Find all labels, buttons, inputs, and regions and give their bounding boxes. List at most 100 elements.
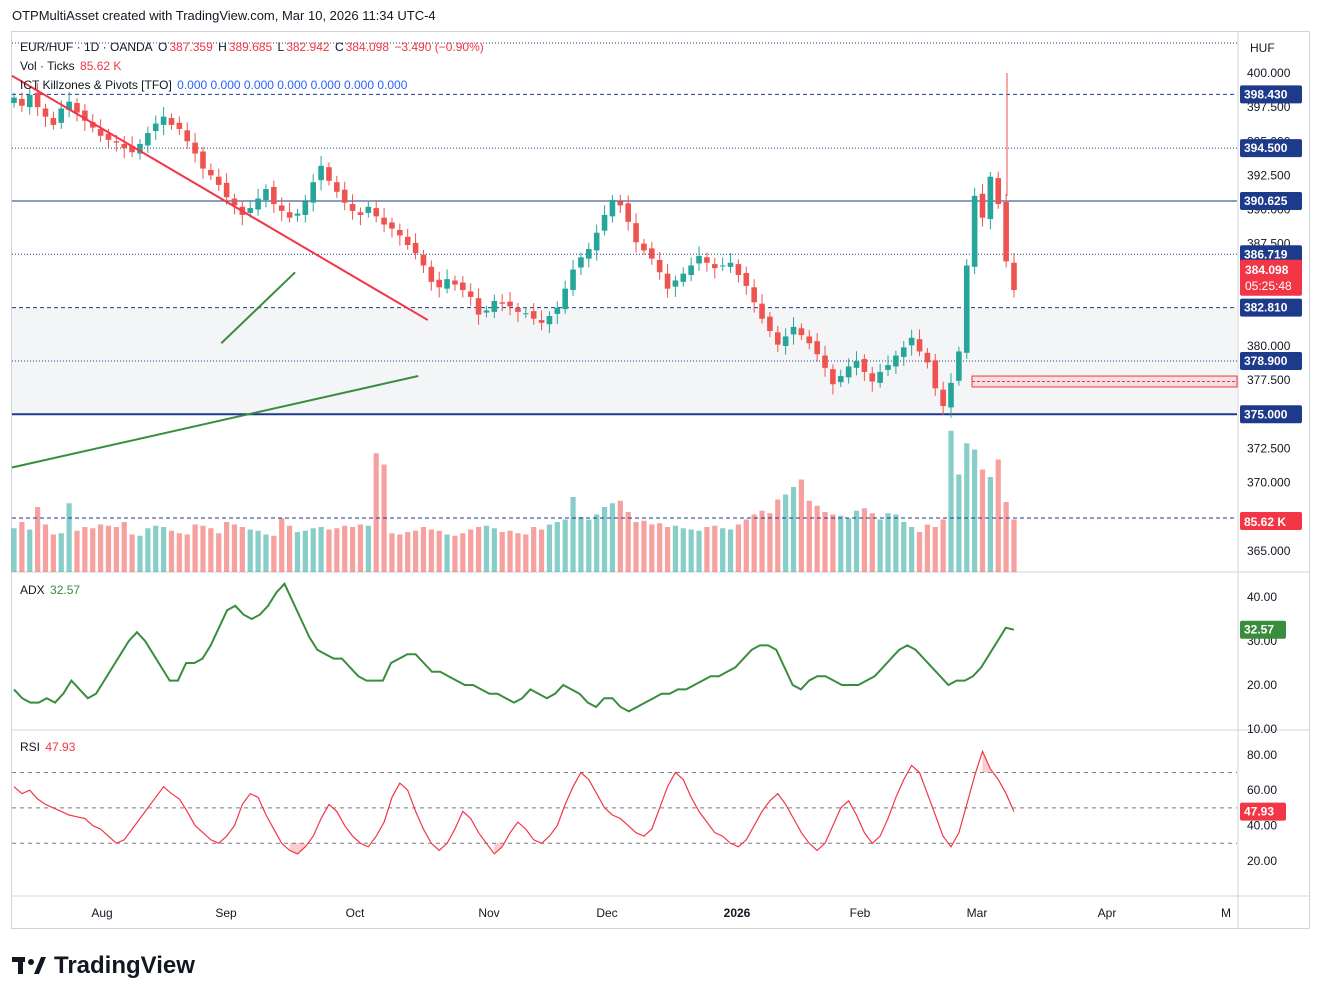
price-level-tag-label: 386.719: [1244, 247, 1288, 261]
candle-body: [956, 351, 962, 381]
tradingview-logo-icon: [12, 957, 46, 974]
volume-bar: [798, 479, 805, 572]
candle-body: [963, 265, 970, 353]
candle-body: [893, 355, 899, 367]
candle-body: [412, 242, 419, 254]
volume-bar: [601, 507, 608, 572]
volume-bar: [562, 519, 568, 572]
volume-bar: [373, 453, 379, 572]
candle-body: [845, 366, 852, 378]
candle-body: [656, 260, 663, 273]
candle-body: [554, 307, 561, 314]
time-axis-label: Oct: [346, 906, 365, 920]
candle-body: [948, 382, 954, 408]
candle-body: [900, 347, 907, 357]
volume-bar: [909, 527, 915, 572]
volume-bar: [609, 503, 616, 572]
rsi-title[interactable]: RSI: [20, 740, 41, 754]
price-level-tag-label: 390.625: [1244, 194, 1288, 208]
candle-body: [160, 116, 167, 125]
candle-body: [932, 360, 939, 389]
candle-body: [633, 223, 639, 243]
volume-bar: [11, 528, 17, 572]
candle-body: [184, 130, 191, 142]
price-level-tag: [1240, 191, 1302, 210]
price-tick-label: 377.500: [1247, 373, 1291, 387]
candle-body: [719, 265, 726, 267]
candle-body: [334, 182, 340, 192]
candle-body: [341, 189, 348, 203]
trendline: [11, 74, 429, 321]
candle-body: [483, 310, 490, 313]
candle-body: [294, 213, 301, 216]
candle-body: [231, 198, 238, 206]
volume-bar: [397, 534, 403, 572]
candle-body: [436, 279, 442, 288]
candle-body: [255, 198, 261, 210]
indicator-values: 0.000 0.000 0.000 0.000 0.000 0.000 0.00…: [177, 78, 408, 92]
volume-bar: [657, 523, 663, 572]
candle-body: [74, 103, 80, 113]
volume-bar: [696, 530, 702, 572]
volume-bar: [460, 533, 466, 572]
candle-body: [885, 365, 891, 370]
candle-body: [987, 176, 994, 220]
volume-bar: [751, 514, 757, 572]
volume-bar: [515, 533, 521, 572]
candle-body: [373, 208, 380, 217]
volume-bar: [168, 530, 175, 572]
adx-tick-label: 10.00: [1247, 722, 1277, 736]
legend-symbol[interactable]: EUR/HUF · 1D · OANDA: [20, 40, 153, 54]
volume-bar: [66, 503, 72, 572]
legend-low: 382.942: [286, 40, 330, 54]
candle-body: [247, 208, 254, 213]
candle-body: [475, 298, 482, 315]
volume-bar: [412, 530, 419, 572]
rsi-value: 47.93: [45, 740, 76, 754]
volume-bar: [853, 510, 860, 572]
price-tick-label: 400.000: [1247, 66, 1291, 80]
adx-value: 32.57: [50, 583, 81, 597]
volume-bar: [19, 522, 25, 572]
candle-body: [357, 212, 364, 215]
adx-title[interactable]: ADX: [20, 583, 45, 597]
candle-body: [145, 133, 151, 146]
volume-bar: [247, 529, 253, 572]
price-tick-label: 365.000: [1247, 544, 1291, 558]
candle-body: [743, 272, 750, 286]
legend-close: 384.098: [345, 40, 389, 54]
legend-change: −3.490 (−0.90%): [394, 40, 484, 54]
price-level-tag-label: 382.810: [1244, 301, 1288, 315]
candle-body: [806, 336, 813, 344]
volume-bar: [846, 518, 852, 572]
candle-body: [444, 279, 450, 289]
volume-bar: [475, 527, 482, 572]
price-level-tag: [1240, 245, 1302, 264]
volume-bar: [554, 522, 560, 572]
volume-bar: [869, 513, 875, 572]
indicator-name[interactable]: ICT Killzones & Pivots [TFO]: [20, 78, 172, 92]
main-pane-bg: [12, 40, 1237, 572]
candle-body: [19, 98, 25, 106]
time-axis-label: 2026: [724, 906, 751, 920]
volume-bar: [271, 535, 277, 572]
volume-bar: [145, 528, 151, 572]
price-tick-label: 370.000: [1247, 476, 1291, 490]
candle-body: [530, 311, 537, 319]
volume-bar: [231, 524, 238, 572]
vol-label[interactable]: Vol · Ticks: [20, 59, 75, 73]
volume-bar: [176, 533, 182, 572]
price-tick-label: 380.000: [1247, 339, 1291, 353]
volume-bar: [389, 533, 395, 572]
currency-label[interactable]: HUF: [1250, 41, 1275, 55]
volume-bar: [877, 519, 883, 572]
indicator-legend: ICT Killzones & Pivots [TFO] 0.000 0.000…: [20, 78, 409, 92]
volume-bar: [310, 528, 316, 572]
candle-body: [853, 361, 860, 368]
volume-bar: [342, 525, 348, 572]
volume-bar: [538, 529, 545, 572]
time-axis-label: M: [1221, 906, 1231, 920]
volume-bar: [546, 524, 553, 572]
chart-frame: [11, 31, 1310, 929]
